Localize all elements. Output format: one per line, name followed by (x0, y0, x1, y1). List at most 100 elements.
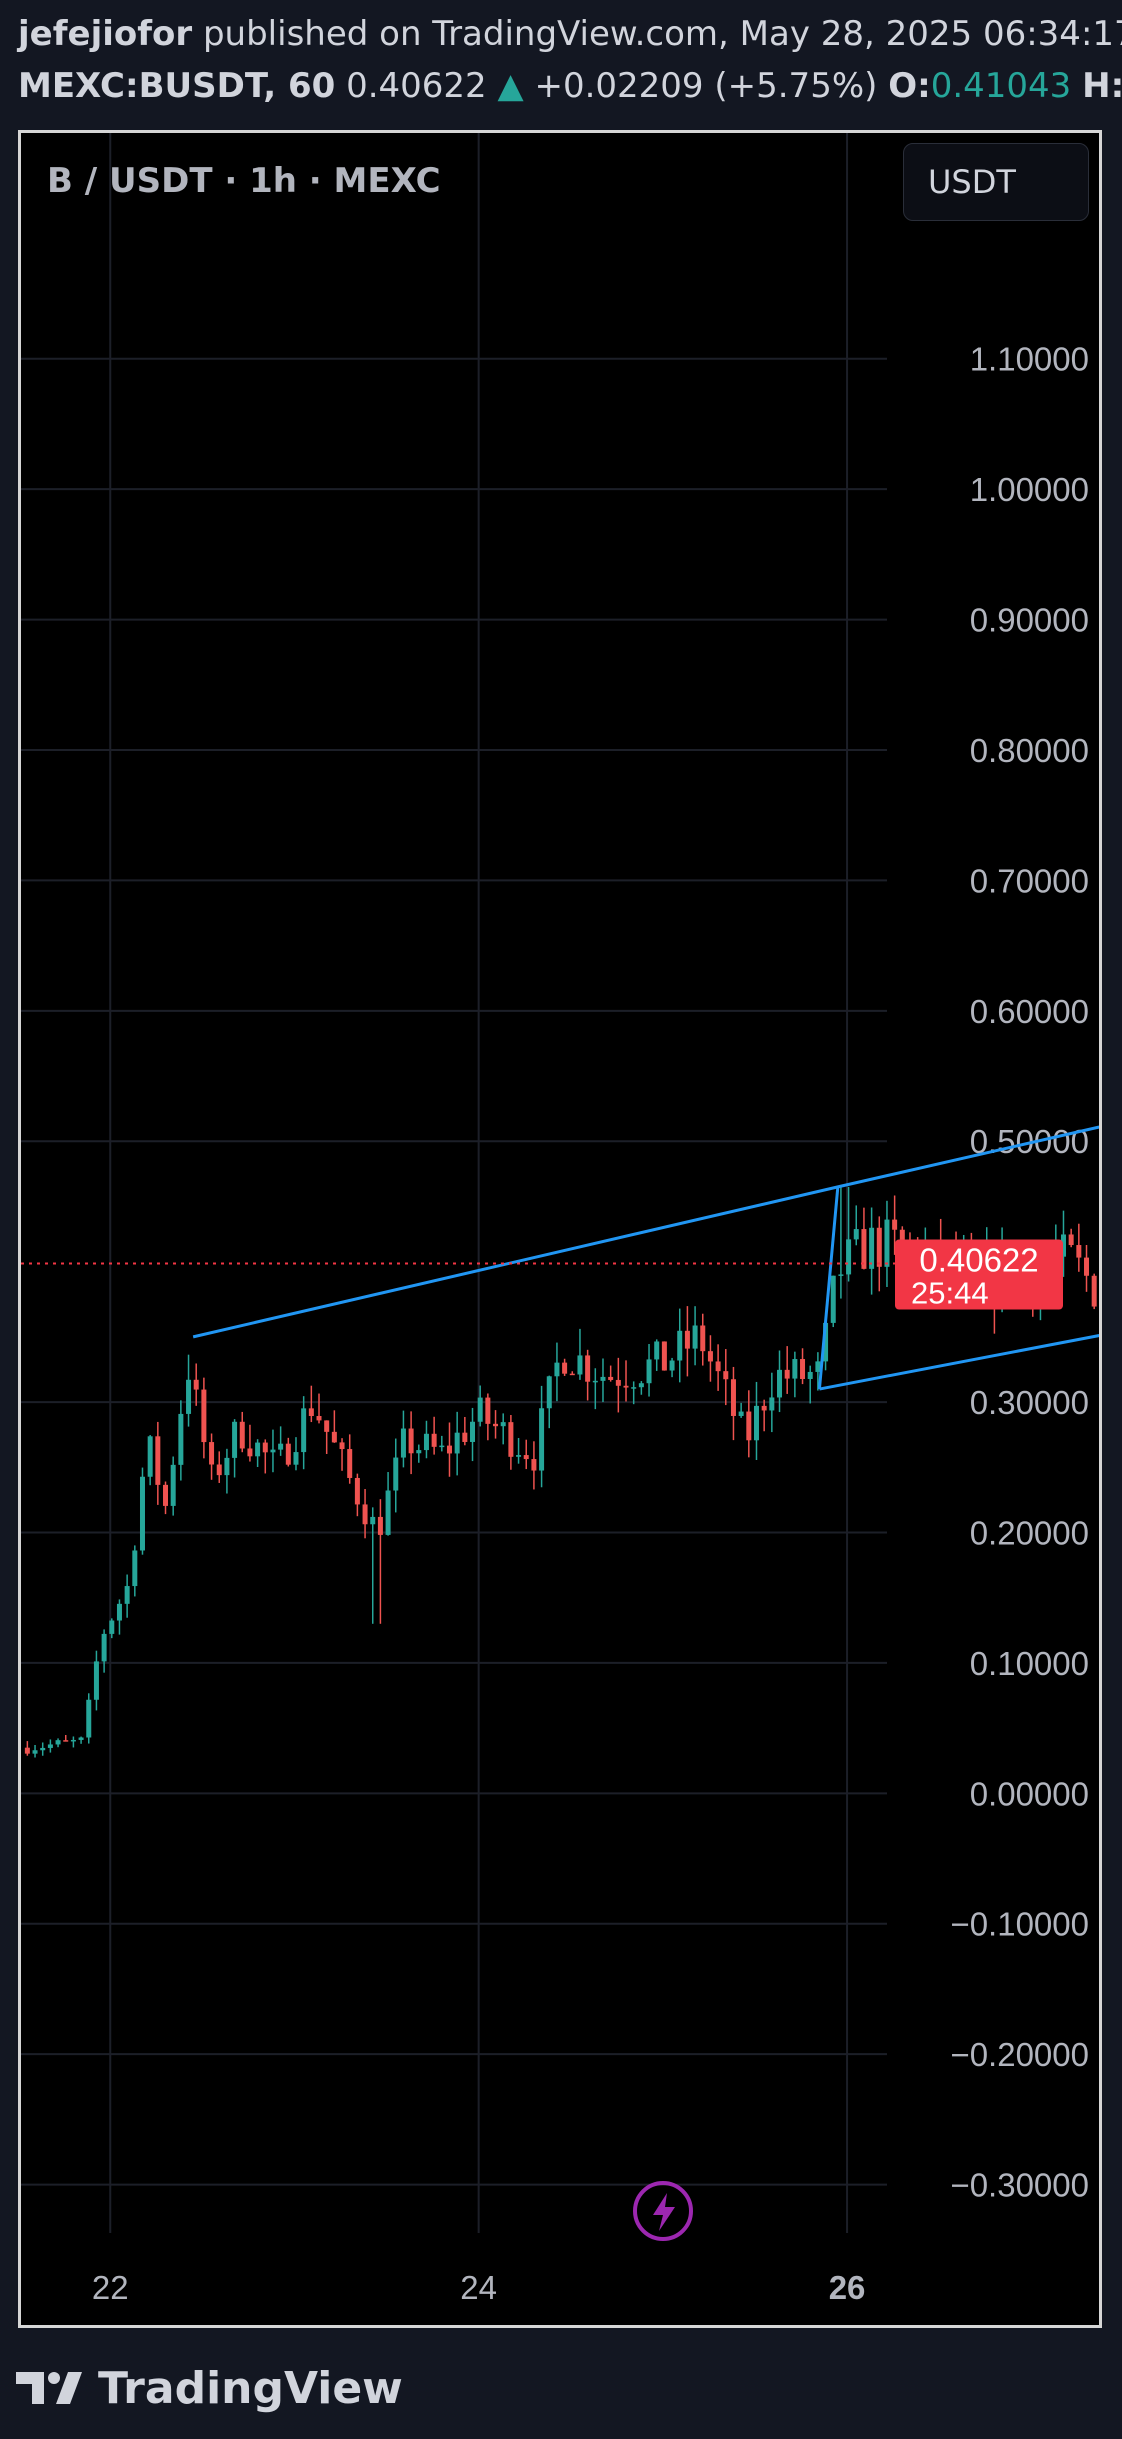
candle-body (592, 1380, 598, 1383)
candle-body (362, 1504, 368, 1525)
candle-body (170, 1464, 176, 1506)
author-name[interactable]: jefejiofor (18, 14, 193, 54)
published-info: published on TradingView.com, May 28, 20… (202, 14, 1122, 54)
candle-body (439, 1445, 445, 1448)
candle-body (186, 1379, 192, 1414)
candle-body (876, 1227, 882, 1267)
candle-body (853, 1229, 859, 1240)
candle-body (40, 1747, 46, 1751)
candle-body (347, 1449, 353, 1478)
candle-body (431, 1433, 437, 1447)
candle-body (600, 1376, 606, 1381)
price-chart[interactable]: 1.10000 1.00000 0.90000 0.80000 0.70000 0.600… (21, 133, 1099, 2325)
candle-body (784, 1369, 790, 1379)
candle-body (738, 1411, 744, 1416)
candle-body (377, 1516, 383, 1535)
candle-body (723, 1371, 729, 1380)
candle-body (224, 1457, 230, 1476)
y-tick-label: 0.00000 (970, 1775, 1089, 1812)
candle-body (1091, 1275, 1097, 1307)
candle-body (209, 1442, 215, 1465)
candle-body (163, 1484, 169, 1506)
x-tick-label: 22 (92, 2269, 129, 2306)
candle-body (531, 1459, 537, 1471)
currency-button[interactable]: USDT (903, 143, 1089, 221)
candle-body (608, 1376, 614, 1380)
candle-body (255, 1442, 261, 1457)
candle-body (278, 1443, 284, 1450)
candle-body (577, 1355, 583, 1375)
candle-body (132, 1550, 138, 1587)
header-line-1: jefejiofor published on TradingView.com,… (18, 12, 1122, 56)
candle-body (446, 1445, 452, 1454)
candle-body (677, 1330, 683, 1361)
candle-body (63, 1740, 69, 1742)
candle-body (370, 1516, 376, 1525)
y-tick-label: 1.00000 (970, 471, 1089, 508)
y-tick-label: 0.20000 (970, 1514, 1089, 1551)
candle-body (800, 1359, 806, 1379)
price-badge-price: 0.40622 (919, 1242, 1038, 1279)
candle-body (777, 1369, 783, 1398)
candle-body (523, 1455, 529, 1460)
chart-legend[interactable]: B / USDT · 1h · MEXC (47, 161, 441, 201)
up-triangle-icon: ▲ (497, 66, 524, 106)
candle-body (477, 1397, 483, 1422)
last-price: 0.40622 (346, 66, 487, 106)
lightning-icon-ring (633, 2181, 693, 2241)
candle-body (623, 1385, 629, 1388)
candle-body (815, 1361, 821, 1372)
y-tick-label: 0.80000 (970, 732, 1089, 769)
candle-body (232, 1421, 238, 1458)
candle-body (807, 1371, 813, 1379)
candle-body (562, 1362, 568, 1374)
candle-body (423, 1433, 429, 1451)
channel-lower-line (819, 1334, 1099, 1391)
y-tick-label: −0.20000 (950, 2036, 1089, 2073)
candle-body (470, 1421, 476, 1442)
chart-panel[interactable]: 1.10000 1.00000 0.90000 0.80000 0.70000 0.600… (18, 130, 1102, 2328)
candle-body (201, 1389, 207, 1443)
candle-body (539, 1408, 545, 1471)
candle-body (692, 1325, 698, 1349)
candle-body (293, 1452, 299, 1465)
y-tick-label: 1.10000 (970, 341, 1089, 378)
candle-body (769, 1397, 775, 1411)
candle-body (301, 1408, 307, 1453)
candle-body (239, 1421, 245, 1449)
candle-body (838, 1274, 844, 1276)
candle-body (715, 1361, 721, 1372)
candle-body (24, 1747, 30, 1754)
candle-body (884, 1219, 890, 1267)
candle-body (193, 1379, 199, 1390)
candle-body (285, 1443, 291, 1465)
price-change: +0.02209 (+5.75%) (534, 66, 878, 106)
candle-body (669, 1360, 675, 1371)
candle-body (638, 1383, 644, 1388)
candle-body (546, 1376, 552, 1409)
candle-body (1068, 1234, 1074, 1246)
candle-body (684, 1330, 690, 1349)
y-tick-label: −0.30000 (950, 2167, 1089, 2204)
price-badge (895, 1239, 1063, 1310)
candle-body (661, 1341, 667, 1371)
y-tick-label: 0.10000 (970, 1645, 1089, 1682)
y-tick-label: 0.70000 (970, 862, 1089, 899)
candle-body (462, 1432, 468, 1442)
candle-body (47, 1744, 53, 1748)
x-tick-label: 24 (460, 2269, 497, 2306)
candle-body (730, 1379, 736, 1416)
channel-connector (817, 1186, 840, 1390)
candle-body (615, 1379, 621, 1386)
footer-brand: TradingView (16, 2358, 403, 2418)
candle-body (707, 1351, 713, 1362)
candle-body (823, 1322, 829, 1362)
high-label: H: (1082, 66, 1122, 106)
candle-body (308, 1408, 314, 1417)
x-tick-label: 26 (829, 2269, 866, 2306)
candle-body (86, 1699, 92, 1738)
candle-body (1060, 1234, 1066, 1257)
candle-body (93, 1661, 99, 1700)
candle-body (270, 1449, 276, 1453)
open-label: O: (888, 66, 931, 106)
